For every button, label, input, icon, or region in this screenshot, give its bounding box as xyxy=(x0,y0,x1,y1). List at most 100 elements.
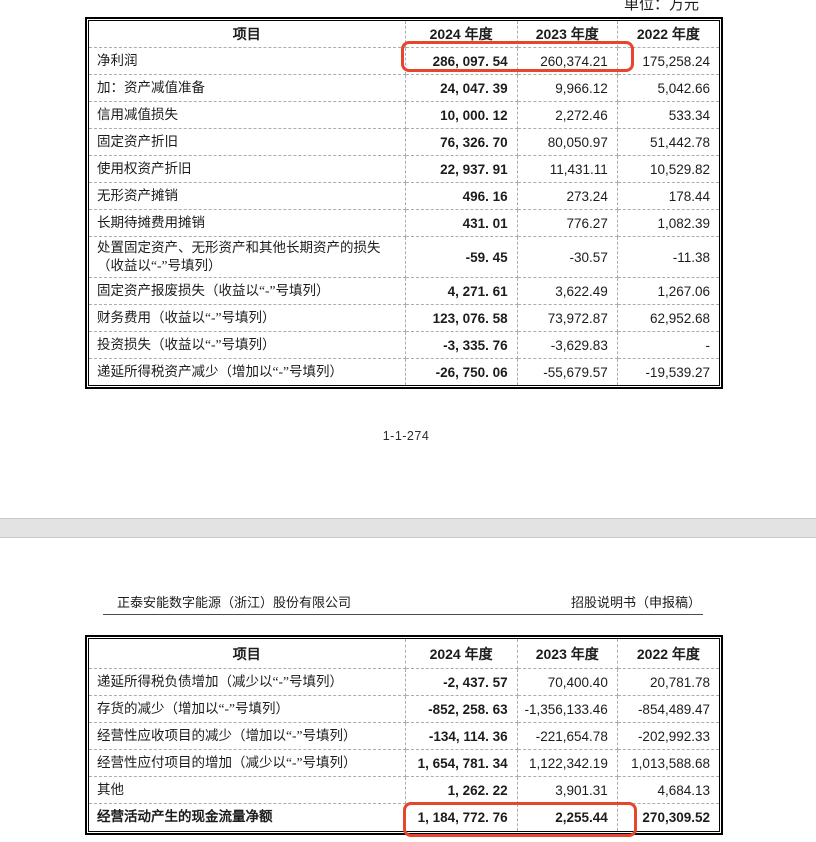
value-2024: 10, 000. 12 xyxy=(404,101,518,129)
table-row: 投资损失（收益以“-”号填列） -3, 335. 76 -3,629.83 - xyxy=(88,331,721,360)
row-label: 递延所得税资产减少（增加以“-”号填列） xyxy=(88,358,406,387)
column-header-item: 项目 xyxy=(88,638,406,669)
value-2024: 123, 076. 58 xyxy=(404,304,518,333)
column-header-2022: 2022 年度 xyxy=(616,20,721,48)
column-header-2024: 2024 年度 xyxy=(404,638,518,669)
value-2024: 431. 01 xyxy=(404,209,518,237)
value-2024: 76, 326. 70 xyxy=(404,128,518,156)
row-label: 投资损失（收益以“-”号填列） xyxy=(88,331,406,360)
value-2023: 11,431.11 xyxy=(516,155,618,183)
page2-running-header: 正泰安能数字能源（浙江）股份有限公司 招股说明书（申报稿） xyxy=(103,592,703,615)
table-row: 财务费用（收益以“-”号填列） 123, 076. 58 73,972.87 6… xyxy=(88,304,721,333)
value-2023: 73,972.87 xyxy=(516,304,618,333)
value-2024: 496. 16 xyxy=(404,182,518,210)
value-2023: 776.27 xyxy=(516,209,618,237)
value-2024: 4, 271. 61 xyxy=(404,277,518,306)
row-label: 固定资产报废损失（收益以“-”号填列） xyxy=(88,277,406,306)
table-row: 净利润 286, 097. 54 260,374.21 175,258.24 xyxy=(88,47,721,75)
row-label: 经营活动产生的现金流量净额 xyxy=(88,803,406,832)
table-row-total: 经营活动产生的现金流量净额 1, 184, 772. 76 2,255.44 2… xyxy=(88,803,721,832)
row-label: 使用权资产折旧 xyxy=(88,155,406,183)
table-row: 长期待摊费用摊销 431. 01 776.27 1,082.39 xyxy=(88,209,721,237)
row-label: 财务费用（收益以“-”号填列） xyxy=(88,304,406,333)
value-2024: -59. 45 xyxy=(404,235,518,279)
row-label: 无形资产摊销 xyxy=(88,182,406,210)
value-2023: -1,356,133.46 xyxy=(516,695,618,723)
column-header-item: 项目 xyxy=(88,20,406,48)
value-2024: 286, 097. 54 xyxy=(404,47,518,75)
row-label: 处置固定资产、无形资产和其他长期资产的损失（收益以“-”号填列） xyxy=(88,235,406,279)
row-label: 经营性应付项目的增加（减少以“-”号填列） xyxy=(88,749,406,777)
value-2023: 3,622.49 xyxy=(516,277,618,306)
table-header-row: 项目 2024 年度 2023 年度 2022 年度 xyxy=(88,638,721,669)
value-2024: 1, 262. 22 xyxy=(404,776,518,804)
document-title: 招股说明书（申报稿） xyxy=(570,595,701,610)
row-label: 信用减值损失 xyxy=(88,101,406,129)
table-row: 递延所得税资产减少（增加以“-”号填列） -26, 750. 06 -55,67… xyxy=(88,358,721,387)
unit-label: 单位：万元 xyxy=(624,0,700,13)
value-2022: 1,082.39 xyxy=(616,209,721,237)
value-2022: -11.38 xyxy=(616,235,721,279)
value-2023: -3,629.83 xyxy=(516,331,618,360)
row-label: 经营性应收项目的减少（增加以“-”号填列） xyxy=(88,722,406,750)
value-2022: -202,992.33 xyxy=(616,722,721,750)
value-2022: 4,684.13 xyxy=(616,776,721,804)
value-2022: 1,267.06 xyxy=(616,277,721,306)
table-row: 信用减值损失 10, 000. 12 2,272.46 533.34 xyxy=(88,101,721,129)
value-2022: 175,258.24 xyxy=(616,47,721,75)
table-row: 加：资产减值准备 24, 047. 39 9,966.12 5,042.66 xyxy=(88,74,721,102)
value-2022: 62,952.68 xyxy=(616,304,721,333)
cash-flow-continuation-table: 项目 2024 年度 2023 年度 2022 年度 递延所得税负债增加（减少以… xyxy=(85,635,723,835)
company-name: 正泰安能数字能源（浙江）股份有限公司 xyxy=(117,595,352,610)
table-row: 固定资产报废损失（收益以“-”号填列） 4, 271. 61 3,622.49 … xyxy=(88,277,721,306)
table-row: 固定资产折旧 76, 326. 70 80,050.97 51,442.78 xyxy=(88,128,721,156)
value-2022: 5,042.66 xyxy=(616,74,721,102)
value-2024: 1, 184, 772. 76 xyxy=(404,803,518,832)
column-header-2023: 2023 年度 xyxy=(516,20,618,48)
column-header-2023: 2023 年度 xyxy=(516,638,618,669)
value-2024: -26, 750. 06 xyxy=(404,358,518,387)
table-row: 经营性应付项目的增加（减少以“-”号填列） 1, 654, 781. 34 1,… xyxy=(88,749,721,777)
value-2023: 1,122,342.19 xyxy=(516,749,618,777)
value-2023: 273.24 xyxy=(516,182,618,210)
row-label: 递延所得税负债增加（减少以“-”号填列） xyxy=(88,668,406,696)
value-2023: -221,654.78 xyxy=(516,722,618,750)
table-row: 处置固定资产、无形资产和其他长期资产的损失（收益以“-”号填列） -59. 45… xyxy=(88,235,721,279)
value-2024: 1, 654, 781. 34 xyxy=(404,749,518,777)
value-2022: 10,529.82 xyxy=(616,155,721,183)
table-row: 经营性应收项目的减少（增加以“-”号填列） -134, 114. 36 -221… xyxy=(88,722,721,750)
value-2024: -2, 437. 57 xyxy=(404,668,518,696)
value-2023: 260,374.21 xyxy=(516,47,618,75)
value-2023: 70,400.40 xyxy=(516,668,618,696)
column-header-2022: 2022 年度 xyxy=(616,638,721,669)
table-header-row: 项目 2024 年度 2023 年度 2022 年度 xyxy=(88,20,721,48)
value-2023: 9,966.12 xyxy=(516,74,618,102)
value-2024: 22, 937. 91 xyxy=(404,155,518,183)
table-row: 存货的减少（增加以“-”号填列） -852, 258. 63 -1,356,13… xyxy=(88,695,721,723)
value-2022: 533.34 xyxy=(616,101,721,129)
row-label: 净利润 xyxy=(88,47,406,75)
table-row: 使用权资产折旧 22, 937. 91 11,431.11 10,529.82 xyxy=(88,155,721,183)
page-number: 1-1-274 xyxy=(382,429,430,443)
value-2022: 270,309.52 xyxy=(616,803,721,832)
value-2023: 2,272.46 xyxy=(516,101,618,129)
value-2022: - xyxy=(616,331,721,360)
value-2023: 2,255.44 xyxy=(516,803,618,832)
value-2022: 20,781.78 xyxy=(616,668,721,696)
value-2024: -852, 258. 63 xyxy=(404,695,518,723)
value-2023: -30.57 xyxy=(516,235,618,279)
row-label: 存货的减少（增加以“-”号填列） xyxy=(88,695,406,723)
value-2022: -19,539.27 xyxy=(616,358,721,387)
row-label: 加：资产减值准备 xyxy=(88,74,406,102)
value-2022: 1,013,588.68 xyxy=(616,749,721,777)
page-break-band xyxy=(0,518,816,538)
table-row: 递延所得税负债增加（减少以“-”号填列） -2, 437. 57 70,400.… xyxy=(88,668,721,696)
value-2024: -3, 335. 76 xyxy=(404,331,518,360)
row-label: 其他 xyxy=(88,776,406,804)
row-label: 固定资产折旧 xyxy=(88,128,406,156)
table-row: 其他 1, 262. 22 3,901.31 4,684.13 xyxy=(88,776,721,804)
value-2022: 178.44 xyxy=(616,182,721,210)
value-2023: -55,679.57 xyxy=(516,358,618,387)
value-2022: -854,489.47 xyxy=(616,695,721,723)
